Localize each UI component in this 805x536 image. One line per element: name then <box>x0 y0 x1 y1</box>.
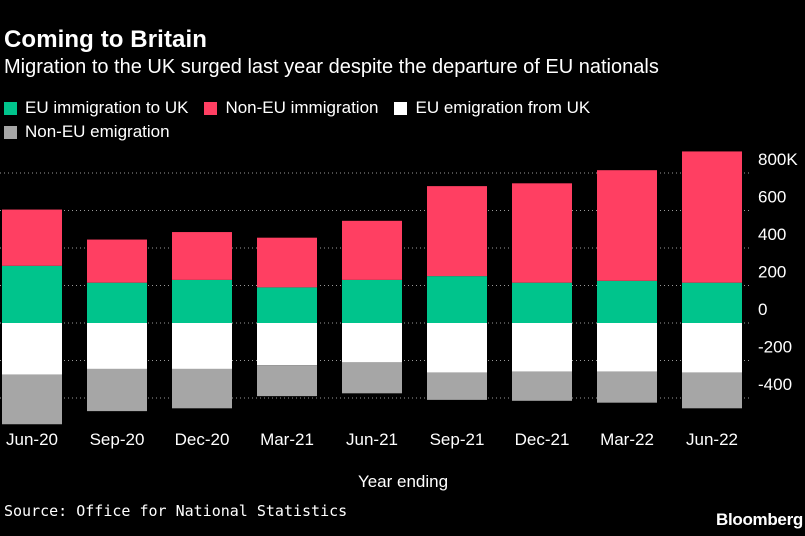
x-tick-label: Jun-22 <box>686 430 738 449</box>
bar-Sep-21-series-2 <box>427 323 487 373</box>
x-tick-label: Jun-21 <box>346 430 398 449</box>
y-tick-label: -200 <box>758 338 792 357</box>
y-tick-label: 400 <box>758 225 786 244</box>
legend-item-0: EU immigration to UK <box>4 96 188 120</box>
y-tick-label: 800K <box>758 150 798 169</box>
bar-Dec-20-series-0 <box>172 279 232 323</box>
bar-Mar-21-series-2 <box>257 323 317 366</box>
x-axis-title: Year ending <box>358 472 448 491</box>
chart-legend: EU immigration to UK Non-EU immigration EU… <box>4 96 764 144</box>
bar-Jun-20-series-0 <box>2 265 62 323</box>
bar-Dec-20-series-2 <box>172 323 232 369</box>
bar-Jun-22-series-0 <box>682 282 742 323</box>
bar-Dec-20-series-1 <box>172 232 232 280</box>
bar-Jun-22-series-1 <box>682 151 742 283</box>
bar-Jun-21-series-2 <box>342 323 402 363</box>
bar-Mar-22-series-0 <box>597 280 657 323</box>
bar-Sep-21-series-0 <box>427 276 487 323</box>
bar-Jun-21-series-3 <box>342 362 402 394</box>
bar-Dec-21-series-3 <box>512 371 572 401</box>
source-note: Source: Office for National Statistics <box>4 502 348 520</box>
y-tick-label: -400 <box>758 375 792 394</box>
bar-Jun-20-series-2 <box>2 323 62 375</box>
x-tick-label: Sep-21 <box>430 430 485 449</box>
bar-Sep-20-series-1 <box>87 239 147 283</box>
bar-Jun-20-series-3 <box>2 374 62 425</box>
legend-swatch <box>394 101 408 115</box>
legend-label: Non-EU emigration <box>25 122 170 141</box>
bar-Mar-22-series-1 <box>597 170 657 281</box>
bar-Sep-20-series-2 <box>87 323 147 369</box>
legend-swatch <box>4 101 17 115</box>
bar-Sep-21-series-3 <box>427 372 487 400</box>
x-tick-label: Dec-21 <box>515 430 570 449</box>
legend-swatch <box>204 101 218 115</box>
legend-item-2: EU emigration from UK <box>394 96 590 120</box>
bar-Mar-22-series-3 <box>597 371 657 403</box>
bar-Jun-20-series-1 <box>2 209 62 266</box>
chart-title: Coming to Britain <box>4 26 208 53</box>
bar-Dec-20-series-3 <box>172 368 232 409</box>
x-tick-label: Mar-22 <box>600 430 654 449</box>
y-tick-label: 0 <box>758 300 767 319</box>
x-tick-label: Jun-20 <box>6 430 58 449</box>
bar-Dec-21-series-1 <box>512 183 572 283</box>
y-tick-label: 200 <box>758 263 786 282</box>
y-tick-label: 600 <box>758 188 786 207</box>
x-tick-label: Sep-20 <box>90 430 145 449</box>
x-tick-label: Dec-20 <box>175 430 230 449</box>
legend-label: Non-EU immigration <box>225 98 379 117</box>
legend-label: EU emigration from UK <box>415 98 591 117</box>
x-tick-label: Mar-21 <box>260 430 314 449</box>
bar-Jun-22-series-2 <box>682 323 742 373</box>
bar-Sep-21-series-1 <box>427 186 487 277</box>
chart-subtitle: Migration to the UK surged last year des… <box>4 56 659 78</box>
bar-Jun-21-series-1 <box>342 220 402 280</box>
bar-Mar-22-series-2 <box>597 323 657 372</box>
legend-item-3: Non-EU emigration <box>4 120 170 144</box>
bloomberg-logo: Bloomberg <box>715 510 803 529</box>
bar-Jun-22-series-3 <box>682 372 742 409</box>
bar-Mar-21-series-1 <box>257 237 317 288</box>
bar-Dec-21-series-2 <box>512 323 572 372</box>
bar-Jun-21-series-0 <box>342 279 402 323</box>
bar-Mar-21-series-3 <box>257 365 317 397</box>
bar-Sep-20-series-0 <box>87 282 147 323</box>
bar-Mar-21-series-0 <box>257 287 317 323</box>
legend-label: EU immigration to UK <box>25 98 189 117</box>
bar-Sep-20-series-3 <box>87 368 147 412</box>
legend-swatch <box>4 125 17 139</box>
bar-Dec-21-series-0 <box>512 282 572 323</box>
legend-item-1: Non-EU immigration <box>204 96 378 120</box>
